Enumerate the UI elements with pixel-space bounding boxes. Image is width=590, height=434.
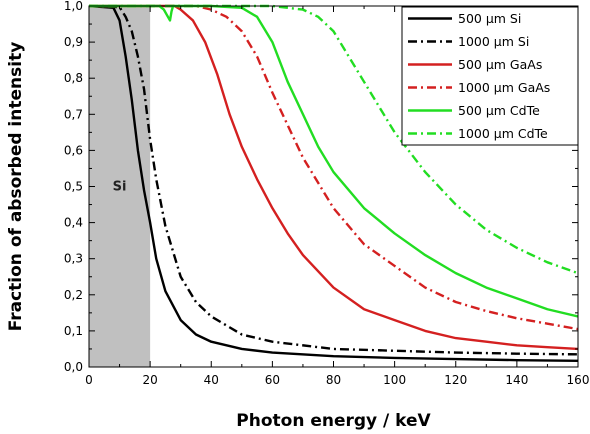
x-tick-label: 160 <box>567 373 590 387</box>
series-line-3 <box>89 4 578 351</box>
x-tick-label: 60 <box>265 373 280 387</box>
y-tick-label: 0,2 <box>64 288 83 302</box>
x-tick-label: 20 <box>142 373 157 387</box>
y-tick-label: 1,0 <box>64 0 83 13</box>
y-tick-label: 0,3 <box>64 252 83 266</box>
y-tick-label: 0,7 <box>64 107 83 121</box>
x-tick-label: 140 <box>505 373 528 387</box>
x-tick-label: 40 <box>204 373 219 387</box>
shaded-region <box>89 6 151 367</box>
legend-box <box>401 6 579 146</box>
legend-label-2: 1000 μm Si <box>458 34 529 49</box>
shaded-region-label: Si <box>113 180 127 195</box>
y-tick-label: 0,6 <box>64 143 83 157</box>
legend-label-1: 500 μm Si <box>458 11 521 26</box>
series-line-2 <box>89 4 578 356</box>
series-line-5 <box>89 4 578 318</box>
y-tick-label: 0,8 <box>64 71 83 85</box>
legend-label-6: 1000 μm CdTe <box>458 126 548 141</box>
y-tick-label: 0,4 <box>64 216 83 230</box>
y-tick-label: 0,9 <box>64 35 83 49</box>
x-tick-label: 0 <box>85 373 93 387</box>
x-tick-label: 120 <box>444 373 467 387</box>
x-tick-label: 80 <box>326 373 341 387</box>
y-tick-label: 0,5 <box>64 180 83 194</box>
legend: 500 μm Si 1000 μm Si 500 μm GaAs 1000 μm Ga… <box>401 6 579 146</box>
y-axis-title: Fraction of absorbed intensity <box>6 42 26 332</box>
y-tick-label: 0,0 <box>64 360 83 374</box>
legend-label-4: 1000 μm GaAs <box>458 80 550 95</box>
x-tick-label: 100 <box>383 373 406 387</box>
legend-label-3: 500 μm GaAs <box>458 57 542 72</box>
y-tick-label: 0,1 <box>64 324 83 338</box>
series-line-1 <box>89 4 578 363</box>
x-axis-title: Photon energy / keV <box>236 411 431 431</box>
legend-label-5: 500 μm CdTe <box>458 103 540 118</box>
series-line-4 <box>89 4 578 331</box>
